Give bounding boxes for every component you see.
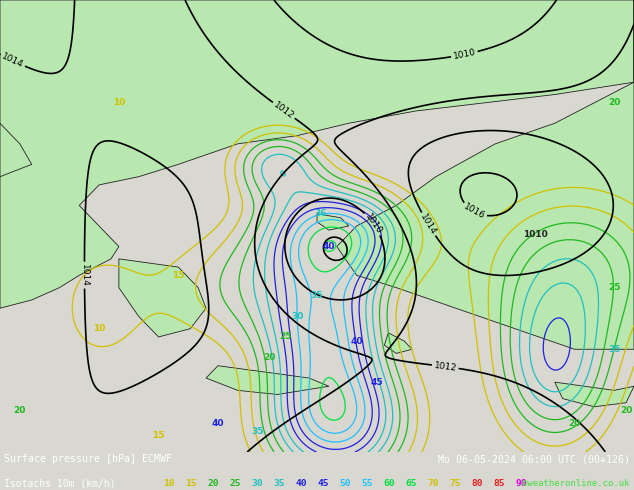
Text: 20: 20 [207,479,219,488]
Polygon shape [0,0,634,308]
Text: Surface pressure [hPa] ECMWF: Surface pressure [hPa] ECMWF [4,454,172,464]
Text: 15: 15 [172,271,184,280]
Polygon shape [206,366,329,394]
Text: 55: 55 [361,479,373,488]
Text: 20: 20 [13,406,26,416]
Text: 30: 30 [251,479,262,488]
Text: 40: 40 [323,242,335,251]
Text: 70: 70 [427,479,439,488]
Text: 20: 20 [568,419,581,428]
Text: 75: 75 [449,479,460,488]
Polygon shape [0,123,32,177]
Text: 35: 35 [273,479,285,488]
Text: 15: 15 [185,479,197,488]
Polygon shape [119,259,206,337]
Text: 25: 25 [608,283,621,292]
Text: 1010: 1010 [363,212,384,236]
Text: 40: 40 [351,337,363,345]
Text: 1012: 1012 [272,100,295,121]
Text: 1014: 1014 [418,212,438,236]
Text: 25: 25 [229,479,240,488]
Polygon shape [317,214,349,230]
Text: 35: 35 [251,427,264,436]
Text: 35: 35 [311,292,323,300]
Text: Isotachs 10m (km/h): Isotachs 10m (km/h) [4,478,115,488]
Polygon shape [384,333,412,353]
Text: 40: 40 [295,479,306,488]
Text: 35: 35 [608,345,621,354]
Text: 1012: 1012 [434,361,457,372]
Text: 20: 20 [263,353,276,362]
Text: 85: 85 [493,479,505,488]
Text: 90: 90 [515,479,526,488]
Text: 20: 20 [620,406,632,416]
Text: 15: 15 [152,431,165,440]
Polygon shape [555,382,634,407]
Text: 60: 60 [383,479,394,488]
Text: 10: 10 [163,479,174,488]
Text: 1014: 1014 [1,51,25,70]
Text: 10: 10 [113,98,125,107]
Text: 20: 20 [608,98,621,107]
Text: 10: 10 [93,324,105,333]
Polygon shape [337,0,634,349]
Text: 1010: 1010 [522,230,547,239]
Text: 1016: 1016 [462,202,486,221]
Text: Mo 06-05-2024 06:00 UTC (00+126): Mo 06-05-2024 06:00 UTC (00+126) [438,454,630,464]
Text: 65: 65 [405,479,417,488]
Text: 40: 40 [212,419,224,428]
Text: 45: 45 [370,378,383,387]
Text: ©weatheronline.co.uk: ©weatheronline.co.uk [522,479,630,488]
Text: 1010: 1010 [452,48,477,61]
Text: 30: 30 [291,312,304,321]
Text: 80: 80 [471,479,482,488]
Text: 25: 25 [279,332,292,342]
Text: 1014: 1014 [80,264,89,287]
Text: 36: 36 [314,209,327,218]
Text: 45: 45 [317,479,328,488]
Text: 50: 50 [339,479,351,488]
